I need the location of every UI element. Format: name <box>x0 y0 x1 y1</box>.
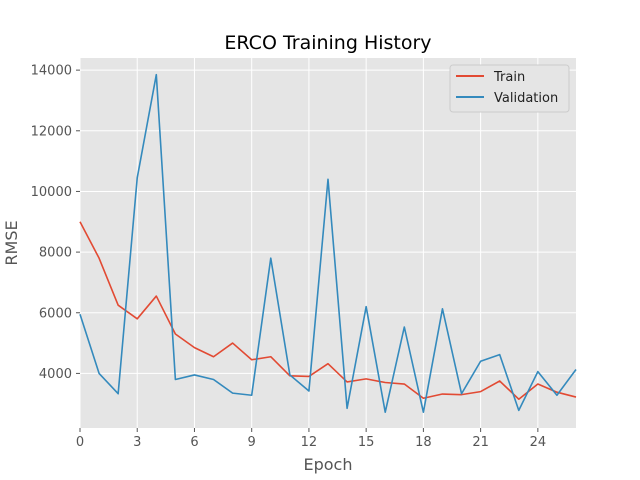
grid <box>79 58 576 428</box>
x-tick-label: 21 <box>472 435 489 450</box>
y-tick-label: 12000 <box>31 124 72 139</box>
x-axis-ticks: 0 3 6 9 12 15 18 21 24 <box>76 428 546 450</box>
x-tick-label: 6 <box>190 435 198 450</box>
series-lines <box>79 73 577 414</box>
x-axis-label: Epoch <box>304 455 353 474</box>
y-tick-label: 10000 <box>31 185 72 200</box>
x-tick-label: 9 <box>248 435 256 450</box>
y-tick-label: 4000 <box>39 367 72 382</box>
legend-label-train: Train <box>493 70 525 85</box>
x-tick-label: 18 <box>415 435 432 450</box>
legend: Train Validation <box>449 64 570 113</box>
y-tick-label: 6000 <box>39 306 72 321</box>
plot-area <box>80 58 576 428</box>
chart-title: ERCO Training History <box>224 32 431 54</box>
y-axis-label: RMSE <box>2 220 21 265</box>
x-tick-label: 15 <box>358 435 375 450</box>
x-tick-label: 0 <box>76 435 84 450</box>
x-tick-label: 12 <box>301 435 318 450</box>
y-tick-label: 14000 <box>31 64 72 79</box>
series-line-validation <box>79 73 577 414</box>
y-axis-ticks: 4000 6000 8000 10000 12000 14000 <box>31 64 80 382</box>
legend-label-validation: Validation <box>494 91 558 106</box>
x-tick-label: 24 <box>530 435 547 450</box>
y-tick-label: 8000 <box>39 246 72 261</box>
x-tick-label: 3 <box>133 435 141 450</box>
series-line-train <box>79 221 577 400</box>
